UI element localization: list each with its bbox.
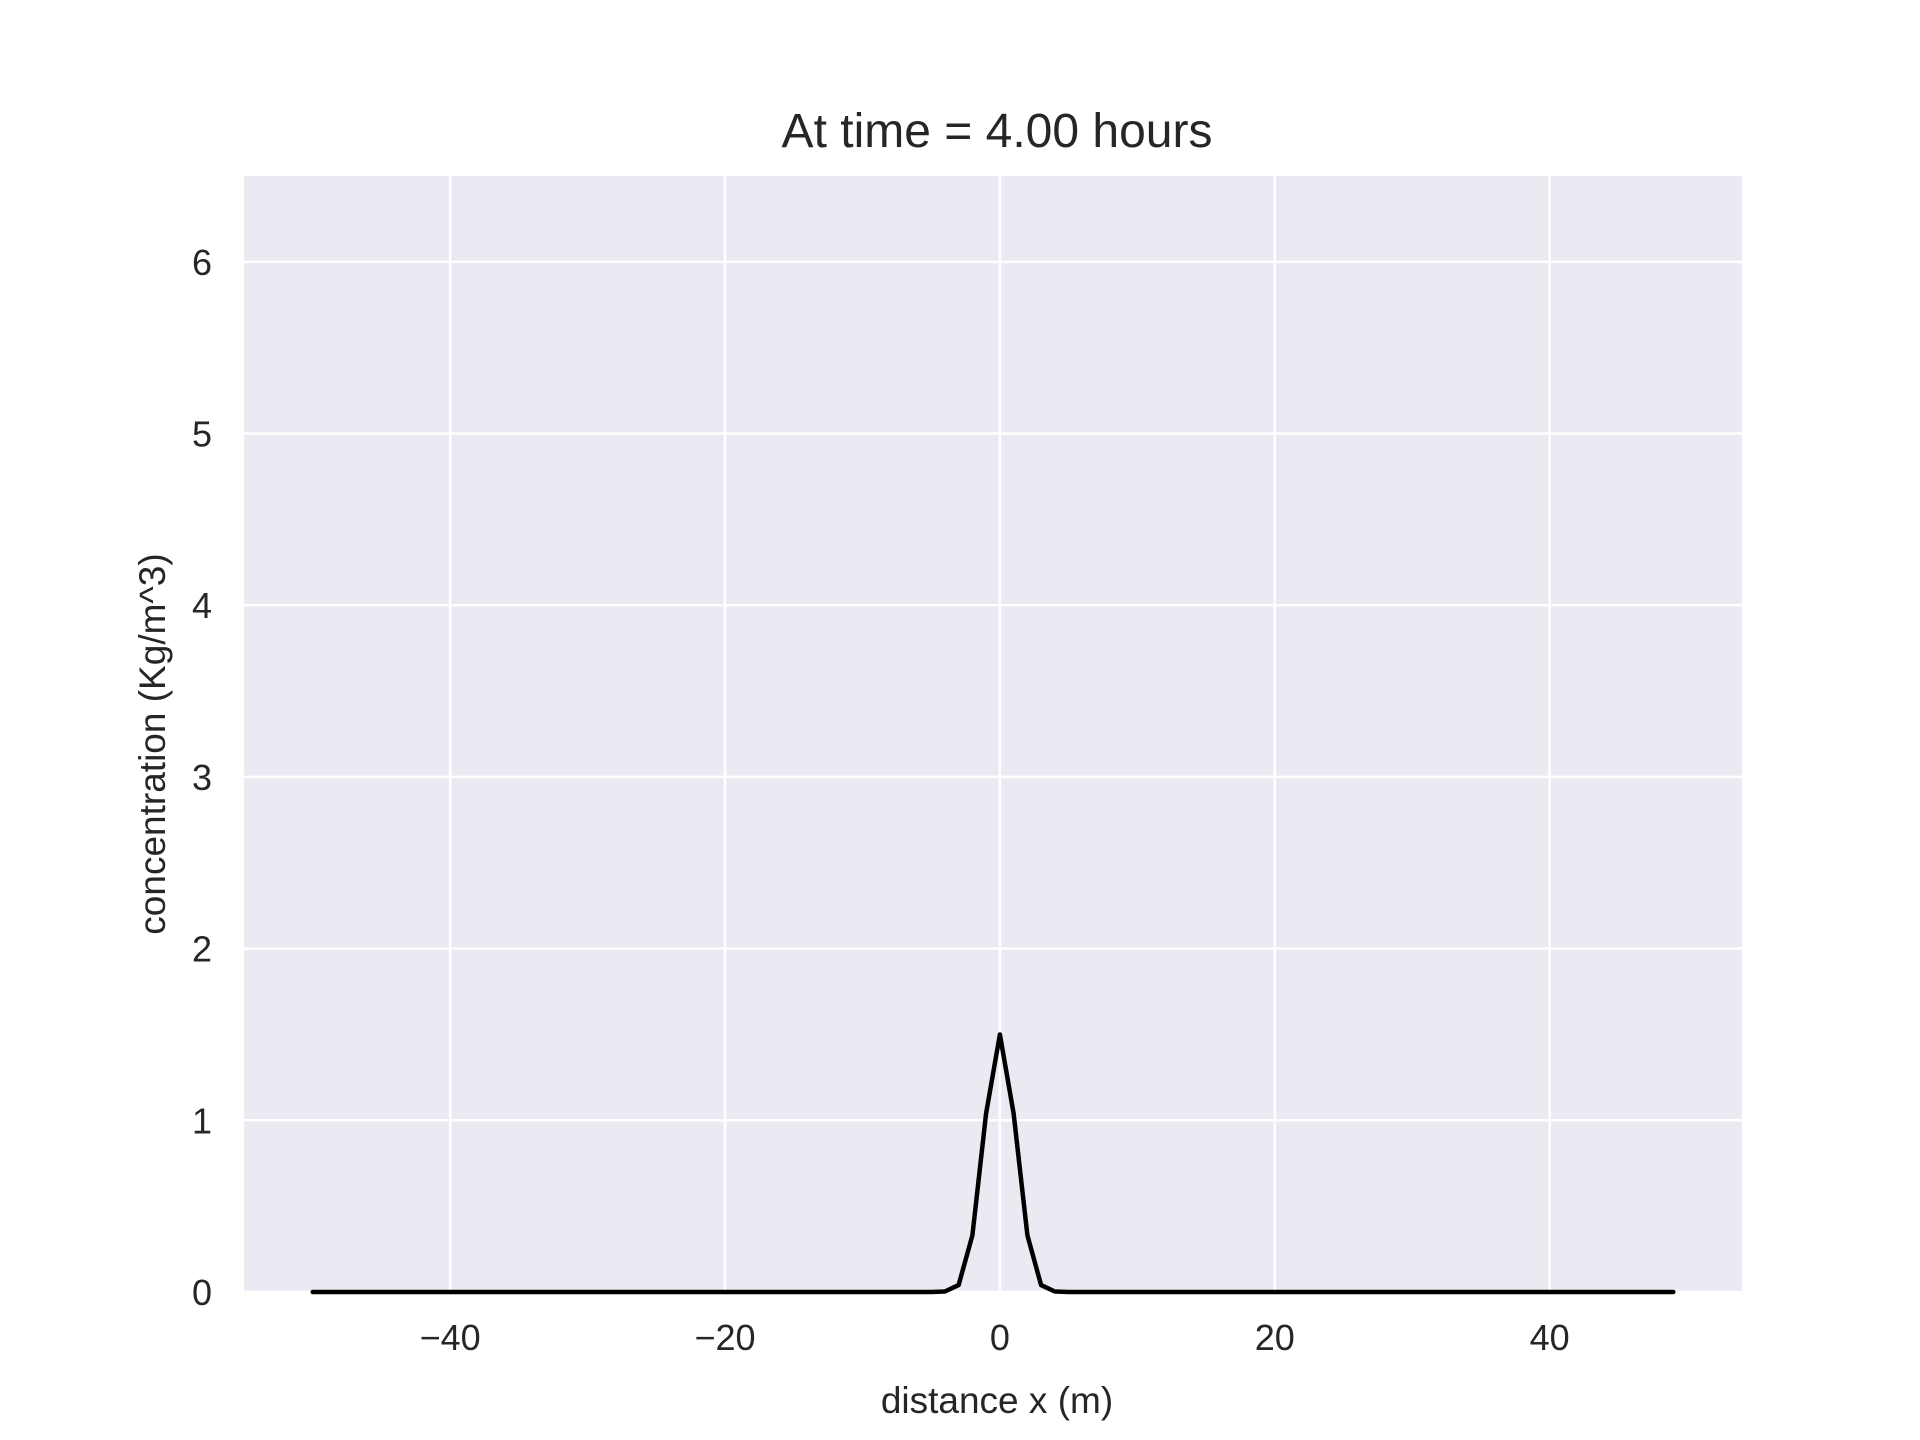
x-tick-labels: −40 −20 0 20 40 bbox=[420, 1317, 1570, 1358]
x-tick-label: −40 bbox=[420, 1317, 481, 1358]
chart-title: At time = 4.00 hours bbox=[782, 105, 1213, 158]
y-tick-label: 3 bbox=[192, 757, 212, 798]
y-tick-label: 6 bbox=[192, 242, 212, 283]
y-tick-labels: 0 1 2 3 4 5 6 bbox=[192, 242, 212, 1313]
y-tick-label: 0 bbox=[192, 1272, 212, 1313]
x-tick-label: 40 bbox=[1530, 1317, 1570, 1358]
y-tick-label: 2 bbox=[192, 929, 212, 970]
x-tick-label: 20 bbox=[1255, 1317, 1295, 1358]
y-tick-label: 4 bbox=[192, 585, 212, 626]
x-tick-label: −20 bbox=[694, 1317, 755, 1358]
plot-area bbox=[244, 176, 1742, 1292]
x-axis-label: distance x (m) bbox=[881, 1380, 1113, 1421]
series-group bbox=[310, 1032, 1676, 1295]
y-tick-label: 1 bbox=[192, 1100, 212, 1141]
series-line bbox=[310, 1032, 1676, 1295]
y-axis-label: concentration (Kg/m^3) bbox=[132, 553, 173, 934]
y-tick-label: 5 bbox=[192, 414, 212, 455]
x-tick-label: 0 bbox=[990, 1317, 1010, 1358]
